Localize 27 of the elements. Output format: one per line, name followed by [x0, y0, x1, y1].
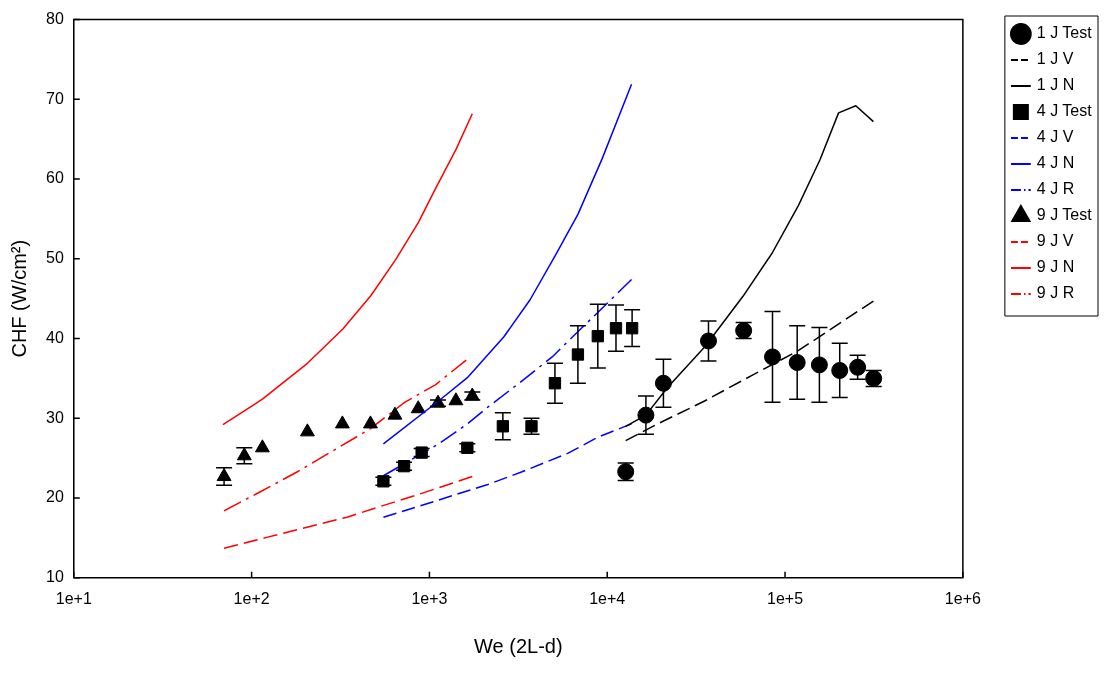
x-axis-title: We (2L-d) [474, 634, 563, 657]
x-tick-label: 1e+4 [589, 589, 626, 607]
legend-label: 9 J V [1036, 232, 1074, 250]
x-tick-label: 1e+1 [55, 589, 92, 607]
y-tick-label: 40 [46, 328, 64, 346]
x-tick-label: 1e+5 [767, 589, 804, 607]
legend-label: 1 J N [1036, 76, 1075, 94]
legend-label: 4 J N [1036, 154, 1075, 172]
y-tick-label: 70 [46, 89, 64, 107]
y-tick-label: 80 [46, 10, 64, 28]
legend-label: 9 J N [1036, 258, 1075, 276]
y-tick-label: 10 [46, 568, 64, 586]
legend-label: 1 J Test [1036, 24, 1093, 42]
y-tick-label: 20 [46, 488, 64, 506]
x-tick-label: 1e+2 [233, 589, 270, 607]
legend-label: 1 J V [1036, 50, 1074, 68]
x-tick-label: 1e+3 [411, 589, 448, 607]
legend-label: 4 J R [1036, 180, 1075, 198]
legend-label: 9 J R [1036, 284, 1075, 302]
y-tick-label: 50 [46, 249, 64, 267]
y-tick-label: 60 [46, 169, 64, 187]
legend-label: 9 J Test [1036, 206, 1093, 224]
y-tick-label: 30 [46, 408, 64, 426]
legend-label: 4 J V [1036, 128, 1074, 146]
y-axis-title: CHF (W/cm²) [7, 239, 30, 358]
x-tick-label: 1e+6 [944, 589, 981, 607]
legend-label: 4 J Test [1036, 102, 1093, 120]
